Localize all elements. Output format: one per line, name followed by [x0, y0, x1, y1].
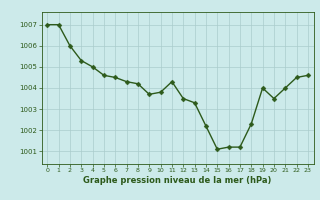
X-axis label: Graphe pression niveau de la mer (hPa): Graphe pression niveau de la mer (hPa) [84, 176, 272, 185]
